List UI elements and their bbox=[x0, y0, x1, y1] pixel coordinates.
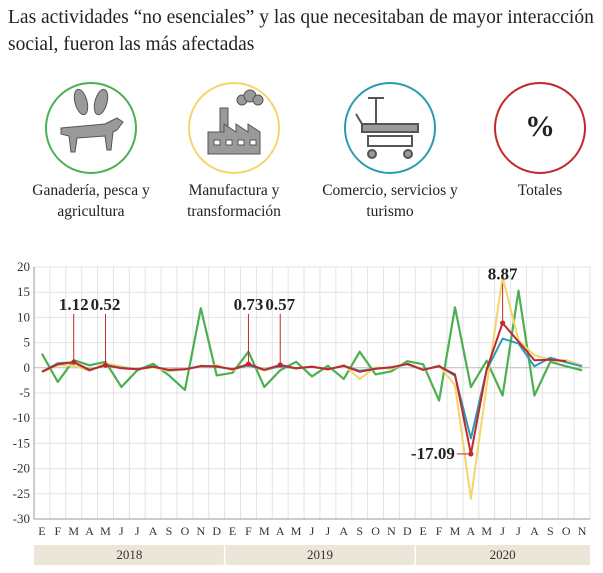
x-tick-label: E bbox=[420, 524, 427, 538]
category-label: Ganadería, pesca y agricultura bbox=[32, 182, 150, 220]
y-tick-label: 0 bbox=[24, 360, 31, 375]
x-tick-label: F bbox=[436, 524, 443, 538]
x-tick-label: E bbox=[229, 524, 236, 538]
year-band bbox=[34, 545, 590, 565]
totals-circle: % bbox=[494, 82, 586, 174]
livestock-circle bbox=[45, 82, 137, 174]
x-tick-label: J bbox=[119, 524, 124, 538]
annotation-label: 0.57 bbox=[265, 295, 295, 314]
category-totals: % Totales bbox=[465, 82, 603, 201]
annotation-point bbox=[71, 359, 77, 365]
factory-icon bbox=[207, 89, 264, 155]
x-tick-label: M bbox=[291, 524, 302, 538]
x-tick-label: N bbox=[196, 524, 205, 538]
y-tick-label: 20 bbox=[17, 259, 30, 274]
x-tick-label: S bbox=[356, 524, 363, 538]
hospital-bed-icon bbox=[355, 97, 419, 159]
x-tick-label: J bbox=[135, 524, 140, 538]
x-tick-label: D bbox=[403, 524, 412, 538]
x-tick-label: J bbox=[326, 524, 331, 538]
x-tick-label: A bbox=[276, 524, 285, 538]
y-tick-label: 10 bbox=[17, 309, 30, 324]
annotation-label: 8.87 bbox=[488, 265, 518, 284]
x-tick-label: A bbox=[467, 524, 476, 538]
annotation-label: 0.52 bbox=[91, 295, 121, 314]
x-tick-label: O bbox=[562, 524, 571, 538]
year-label: 2018 bbox=[116, 547, 142, 562]
x-tick-label: M bbox=[259, 524, 270, 538]
headline: Las actividades “no esenciales” y las qu… bbox=[8, 7, 594, 55]
category-label: Totales bbox=[517, 182, 563, 199]
x-tick-label: J bbox=[500, 524, 505, 538]
y-tick-label: 15 bbox=[17, 284, 30, 299]
x-tick-label: O bbox=[371, 524, 380, 538]
category-manufacturing: Manufactura y transformación bbox=[159, 82, 309, 222]
annotation-point bbox=[500, 320, 506, 326]
series-line bbox=[41, 276, 583, 500]
commerce-circle bbox=[344, 82, 436, 174]
x-tick-label: A bbox=[530, 524, 539, 538]
year-label: 2019 bbox=[307, 547, 333, 562]
percent-icon: % bbox=[525, 110, 555, 143]
x-tick-label: D bbox=[212, 524, 221, 538]
x-tick-label: A bbox=[85, 524, 94, 538]
x-tick-label: N bbox=[578, 524, 587, 538]
x-tick-label: M bbox=[100, 524, 111, 538]
line-chart: 20 15 10 5 0 -5 -10 -15 -20 -25 -30 1.12 0.52 0.73 0.5… bbox=[13, 259, 591, 565]
annotation-label: -17.09 bbox=[411, 444, 455, 463]
x-tick-label: J bbox=[310, 524, 315, 538]
y-tick-label: -30 bbox=[13, 511, 30, 526]
x-tick-label: O bbox=[181, 524, 190, 538]
x-tick-label: S bbox=[547, 524, 554, 538]
y-tick-label: -5 bbox=[19, 385, 30, 400]
y-tick-label: -20 bbox=[13, 461, 30, 476]
annotation-label: 1.12 bbox=[59, 295, 89, 314]
annotation-point bbox=[277, 362, 283, 368]
y-tick-label: -25 bbox=[13, 486, 30, 501]
x-tick-label: M bbox=[450, 524, 461, 538]
category-livestock: Ganadería, pesca y agricultura bbox=[16, 82, 166, 222]
category-commerce: Comercio, servicios y turismo bbox=[315, 82, 465, 222]
x-tick-label: M bbox=[481, 524, 492, 538]
manufacturing-circle bbox=[188, 82, 280, 174]
series-line bbox=[41, 337, 583, 440]
series-line bbox=[41, 322, 567, 455]
x-tick-label: J bbox=[516, 524, 521, 538]
annotation-point bbox=[102, 362, 109, 368]
farm-icon bbox=[60, 88, 124, 153]
x-tick-label: F bbox=[245, 524, 252, 538]
category-label: Manufactura y transformación bbox=[187, 182, 281, 220]
y-tick-label: -10 bbox=[13, 410, 30, 425]
annotation-point bbox=[245, 361, 252, 367]
x-tick-label: S bbox=[166, 524, 173, 538]
annotation-point bbox=[468, 451, 474, 457]
y-tick-label: -15 bbox=[13, 435, 30, 450]
category-label: Comercio, servicios y turismo bbox=[322, 182, 458, 220]
x-tick-label: A bbox=[339, 524, 348, 538]
x-tick-label: E bbox=[38, 524, 45, 538]
x-tick-label: N bbox=[387, 524, 396, 538]
year-label: 2020 bbox=[490, 547, 516, 562]
x-tick-label: M bbox=[68, 524, 79, 538]
y-tick-label: 5 bbox=[24, 335, 31, 350]
x-tick-label: A bbox=[149, 524, 158, 538]
x-tick-label: F bbox=[54, 524, 61, 538]
annotation-label: 0.73 bbox=[234, 295, 264, 314]
series-line bbox=[40, 289, 583, 402]
